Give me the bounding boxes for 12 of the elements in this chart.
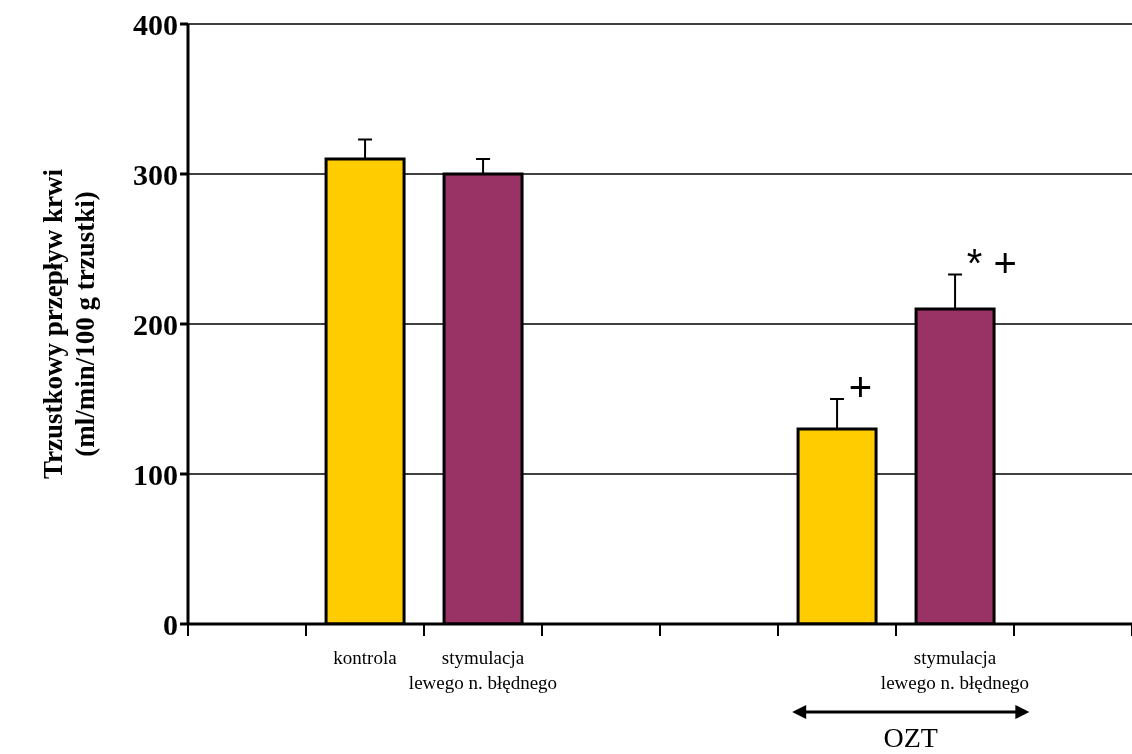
y-tick-label: 100 [133,457,178,491]
text: OZT [883,722,938,753]
annotation: * + [966,240,1017,285]
y-tick-label: 400 [133,7,178,41]
y-axis-title: Trzustkowy przepływ krwi (ml/min/100 g trzustki) [38,168,100,479]
y-tick-label: 300 [133,157,178,191]
annotation: + [848,365,873,409]
x-tick-label: stymulacja lewego n. błędnego [880,647,1030,693]
x-tick-label: stymulacja lewego n. błędnego [408,647,558,693]
y-tick-label: 200 [133,307,178,341]
y-tick-label: 0 [163,607,178,641]
x-tick-label: kontrola [333,647,398,668]
